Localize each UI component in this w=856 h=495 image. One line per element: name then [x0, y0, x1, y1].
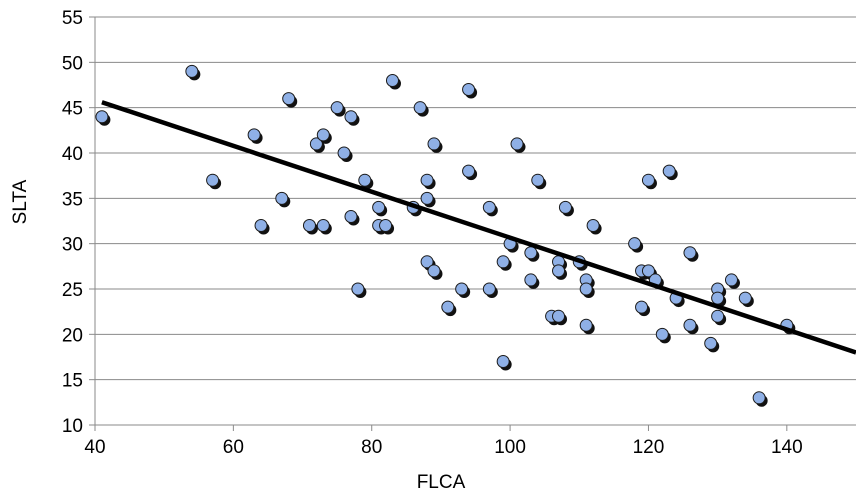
data-point	[344, 110, 358, 124]
data-point	[344, 209, 358, 223]
x-tick-label: 80	[361, 437, 382, 458]
data-point	[385, 73, 399, 87]
data-point	[302, 219, 316, 233]
data-point	[95, 110, 109, 124]
y-tick-label: 10	[62, 416, 83, 437]
tick-labels: 10 15 20 25 30 35 40 45 50 55 40 60 80 100 120 140	[62, 8, 803, 458]
data-point	[462, 164, 476, 178]
data-point	[282, 92, 296, 106]
data-point	[462, 83, 476, 97]
data-point	[683, 246, 697, 260]
y-axis-title: SLTA	[10, 179, 31, 224]
data-point	[482, 282, 496, 296]
data-point	[510, 137, 524, 151]
data-point	[358, 173, 372, 187]
data-point	[641, 264, 655, 278]
y-tick-label: 40	[62, 144, 83, 165]
data-point	[185, 64, 199, 78]
data-point	[496, 255, 510, 269]
data-point	[558, 200, 572, 214]
data-point	[531, 173, 545, 187]
x-tick-label: 40	[84, 437, 105, 458]
data-point	[752, 391, 766, 405]
data-point	[316, 128, 330, 142]
y-tick-label: 55	[62, 8, 83, 29]
data-point	[586, 219, 600, 233]
axes	[89, 16, 856, 431]
x-tick-label: 120	[633, 437, 665, 458]
x-tick-label: 140	[771, 437, 803, 458]
x-tick-label: 100	[494, 437, 526, 458]
data-point	[372, 200, 386, 214]
data-point	[552, 264, 566, 278]
data-point	[379, 219, 393, 233]
grid-lines	[95, 16, 856, 381]
data-point	[206, 173, 220, 187]
y-tick-label: 35	[62, 189, 83, 210]
data-point	[330, 101, 344, 115]
data-points	[95, 64, 796, 407]
data-point	[420, 173, 434, 187]
data-point	[427, 264, 441, 278]
y-tick-label: 25	[62, 280, 83, 301]
data-point	[662, 164, 676, 178]
data-point	[579, 318, 593, 332]
data-point	[413, 101, 427, 115]
data-point	[711, 309, 725, 323]
y-tick-label: 45	[62, 99, 83, 120]
trendline	[101, 100, 856, 355]
y-tick-label: 30	[62, 235, 83, 256]
y-tick-label: 15	[62, 371, 83, 392]
x-tick-label: 60	[223, 437, 244, 458]
data-point	[724, 273, 738, 287]
data-point	[351, 282, 365, 296]
data-point	[711, 291, 725, 305]
data-point	[552, 309, 566, 323]
trendline-group	[101, 100, 856, 355]
data-point	[316, 219, 330, 233]
data-point	[628, 237, 642, 251]
data-point	[309, 137, 323, 151]
data-point	[455, 282, 469, 296]
data-point	[427, 137, 441, 151]
data-point	[275, 191, 289, 205]
data-point	[635, 300, 649, 314]
y-tick-label: 20	[62, 325, 83, 346]
x-axis-title: FLCA	[417, 472, 466, 493]
data-point	[704, 336, 718, 350]
data-point	[524, 246, 538, 260]
data-point	[683, 318, 697, 332]
data-point	[655, 327, 669, 341]
data-point	[247, 128, 261, 142]
data-point	[524, 273, 538, 287]
data-point	[482, 200, 496, 214]
data-point	[579, 282, 593, 296]
data-point	[420, 191, 434, 205]
data-point	[420, 255, 434, 269]
data-point	[738, 291, 752, 305]
data-point	[496, 355, 510, 369]
data-point	[441, 300, 455, 314]
data-point	[254, 219, 268, 233]
y-tick-label: 50	[62, 53, 83, 74]
data-point	[337, 146, 351, 160]
data-point	[641, 173, 655, 187]
